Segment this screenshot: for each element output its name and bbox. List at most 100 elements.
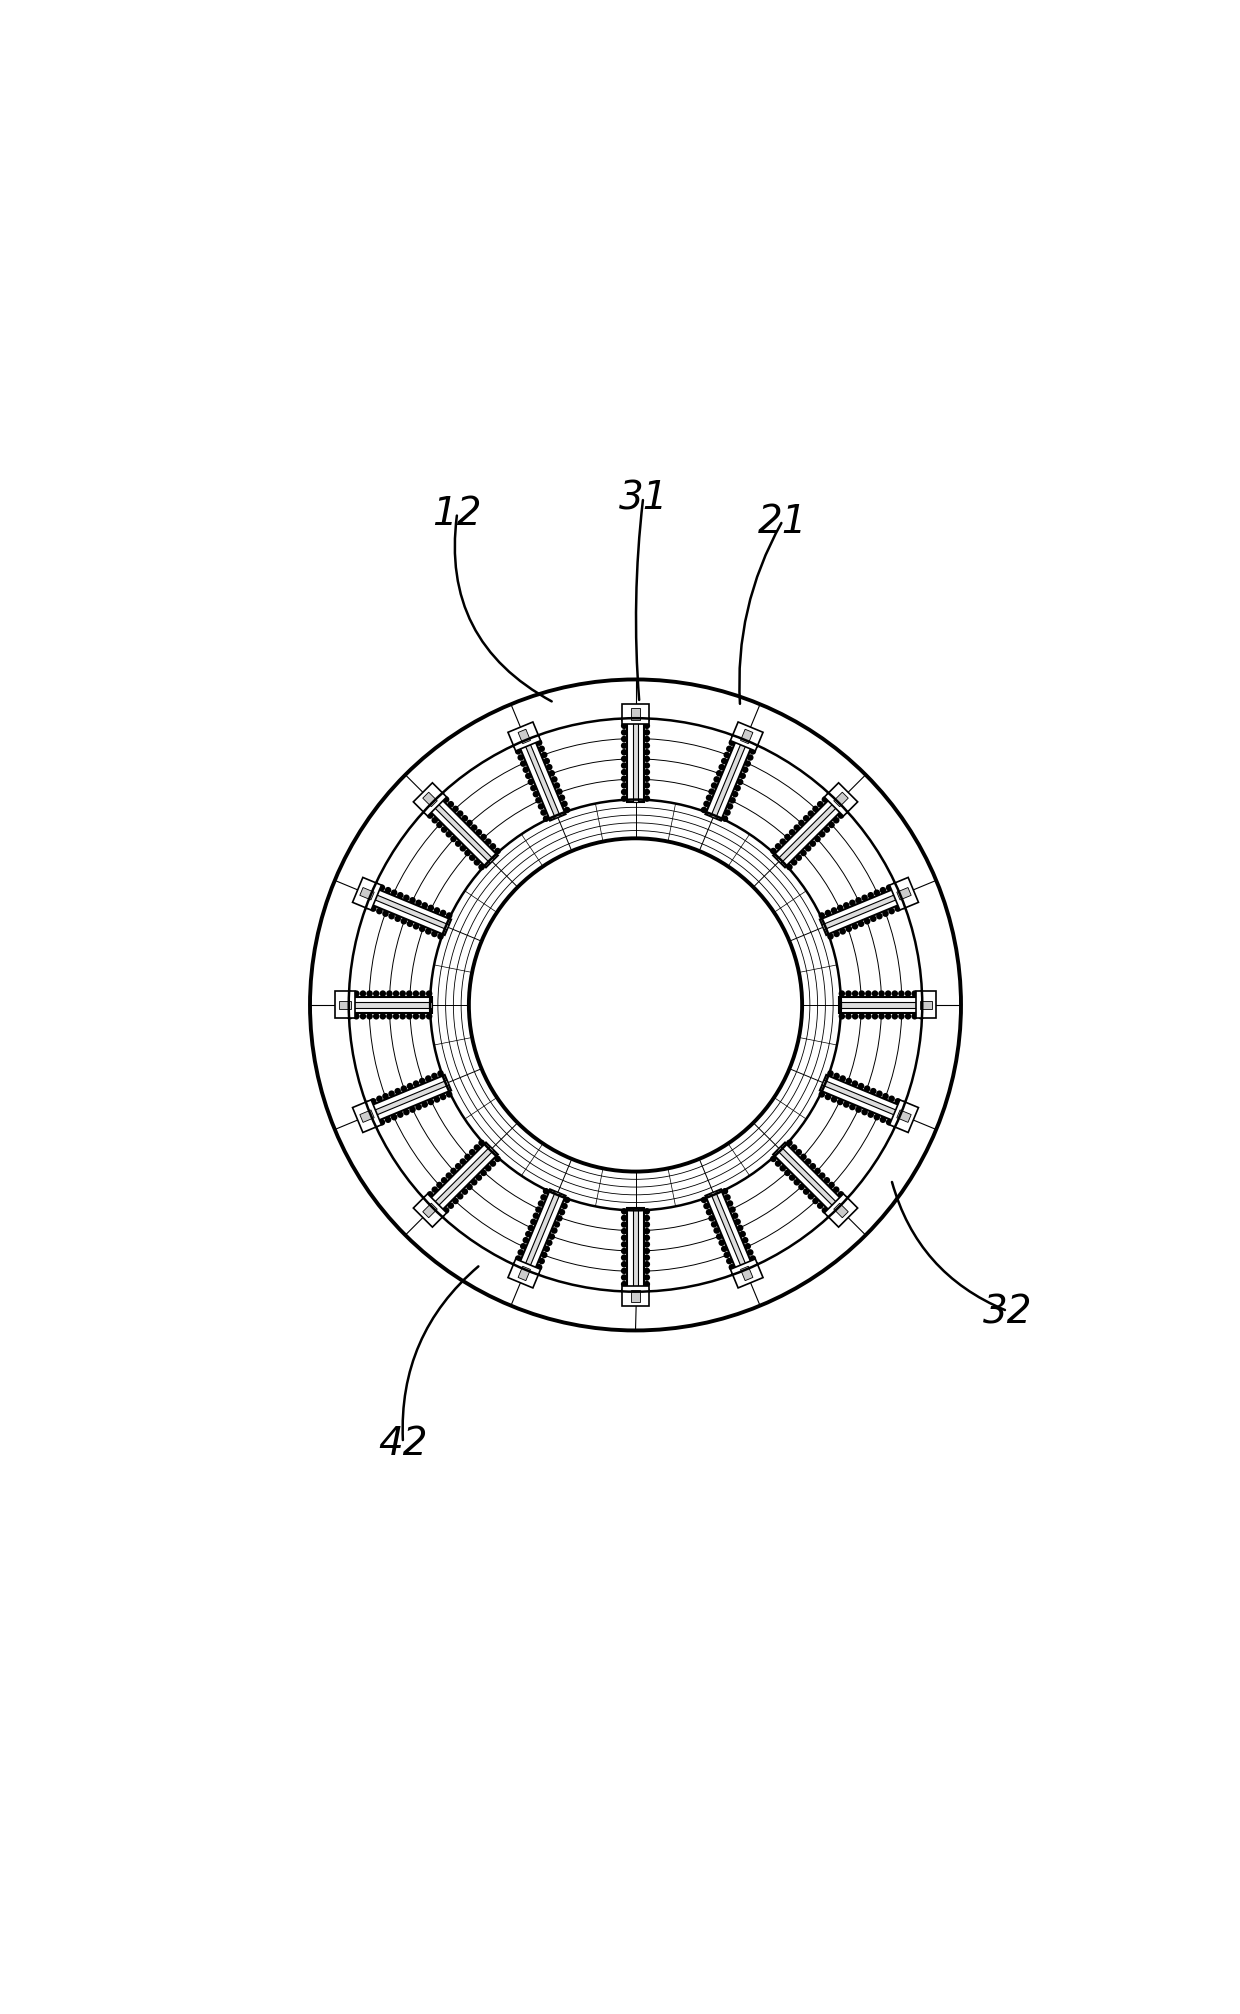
- Circle shape: [839, 928, 846, 934]
- Circle shape: [786, 1140, 792, 1146]
- Circle shape: [533, 1271, 539, 1277]
- Circle shape: [770, 848, 776, 854]
- Circle shape: [438, 934, 444, 941]
- Polygon shape: [889, 878, 919, 910]
- Circle shape: [703, 1202, 709, 1210]
- Polygon shape: [429, 1148, 494, 1212]
- Circle shape: [644, 763, 650, 769]
- Circle shape: [729, 798, 735, 804]
- Circle shape: [644, 717, 650, 723]
- Circle shape: [397, 1112, 403, 1118]
- Circle shape: [799, 820, 805, 828]
- Polygon shape: [822, 892, 904, 930]
- Circle shape: [469, 1150, 475, 1156]
- Circle shape: [432, 818, 438, 824]
- Circle shape: [812, 1198, 818, 1204]
- Polygon shape: [429, 800, 494, 864]
- Circle shape: [443, 798, 449, 804]
- Circle shape: [858, 1084, 864, 1090]
- Circle shape: [621, 743, 627, 749]
- Circle shape: [810, 842, 816, 848]
- Circle shape: [546, 1241, 553, 1247]
- Polygon shape: [897, 1110, 911, 1124]
- Circle shape: [718, 765, 725, 771]
- Circle shape: [837, 1100, 843, 1106]
- Circle shape: [479, 864, 485, 870]
- Polygon shape: [522, 1192, 560, 1273]
- Circle shape: [724, 1194, 730, 1200]
- Circle shape: [918, 991, 925, 997]
- Polygon shape: [518, 729, 531, 745]
- Polygon shape: [916, 993, 936, 1019]
- Circle shape: [446, 912, 453, 918]
- Circle shape: [490, 844, 496, 850]
- Circle shape: [621, 769, 627, 775]
- Polygon shape: [777, 1148, 842, 1212]
- Polygon shape: [897, 888, 911, 900]
- Circle shape: [450, 836, 456, 842]
- Circle shape: [621, 1269, 627, 1275]
- Circle shape: [818, 1172, 826, 1180]
- Circle shape: [419, 926, 425, 932]
- Wedge shape: [511, 1271, 635, 1331]
- Circle shape: [873, 890, 880, 896]
- Circle shape: [722, 1188, 728, 1194]
- Circle shape: [644, 749, 650, 755]
- Circle shape: [621, 1235, 627, 1241]
- Circle shape: [436, 1182, 443, 1188]
- Circle shape: [739, 773, 746, 779]
- Wedge shape: [745, 1208, 866, 1305]
- Circle shape: [737, 1225, 744, 1233]
- Circle shape: [885, 884, 893, 892]
- Circle shape: [471, 826, 477, 832]
- Circle shape: [827, 934, 833, 941]
- Circle shape: [621, 1249, 627, 1255]
- Circle shape: [796, 1150, 802, 1156]
- Circle shape: [784, 1170, 791, 1176]
- Polygon shape: [367, 892, 449, 930]
- Polygon shape: [425, 1144, 498, 1216]
- Circle shape: [644, 1255, 650, 1261]
- Circle shape: [461, 1188, 469, 1196]
- Circle shape: [885, 1120, 893, 1126]
- Circle shape: [770, 1156, 776, 1162]
- Circle shape: [780, 1166, 786, 1172]
- Circle shape: [382, 1094, 388, 1100]
- Circle shape: [531, 1218, 537, 1225]
- Circle shape: [802, 816, 810, 822]
- Polygon shape: [622, 1285, 649, 1305]
- Circle shape: [621, 783, 627, 789]
- Circle shape: [427, 814, 433, 820]
- Polygon shape: [339, 1001, 351, 1009]
- Circle shape: [391, 1114, 398, 1122]
- Circle shape: [469, 856, 475, 862]
- Circle shape: [485, 1166, 491, 1172]
- Polygon shape: [366, 886, 451, 937]
- Circle shape: [868, 892, 874, 898]
- Circle shape: [372, 882, 379, 888]
- Polygon shape: [522, 737, 560, 820]
- Polygon shape: [706, 1190, 754, 1275]
- Circle shape: [533, 733, 539, 741]
- Circle shape: [353, 991, 360, 997]
- Wedge shape: [310, 1005, 371, 1130]
- Circle shape: [384, 1118, 392, 1124]
- Circle shape: [479, 1140, 485, 1146]
- Circle shape: [838, 1013, 846, 1019]
- Circle shape: [849, 900, 856, 906]
- Circle shape: [873, 1114, 880, 1122]
- Circle shape: [810, 1164, 816, 1170]
- Circle shape: [536, 1206, 542, 1212]
- Circle shape: [379, 1013, 386, 1019]
- Circle shape: [812, 806, 818, 814]
- Circle shape: [744, 1243, 751, 1251]
- Circle shape: [419, 991, 425, 997]
- Circle shape: [732, 792, 738, 798]
- Wedge shape: [310, 880, 371, 1005]
- Circle shape: [644, 743, 650, 749]
- Circle shape: [749, 749, 756, 755]
- Circle shape: [485, 840, 491, 846]
- Circle shape: [536, 739, 542, 747]
- Circle shape: [862, 894, 868, 902]
- Circle shape: [846, 1013, 852, 1019]
